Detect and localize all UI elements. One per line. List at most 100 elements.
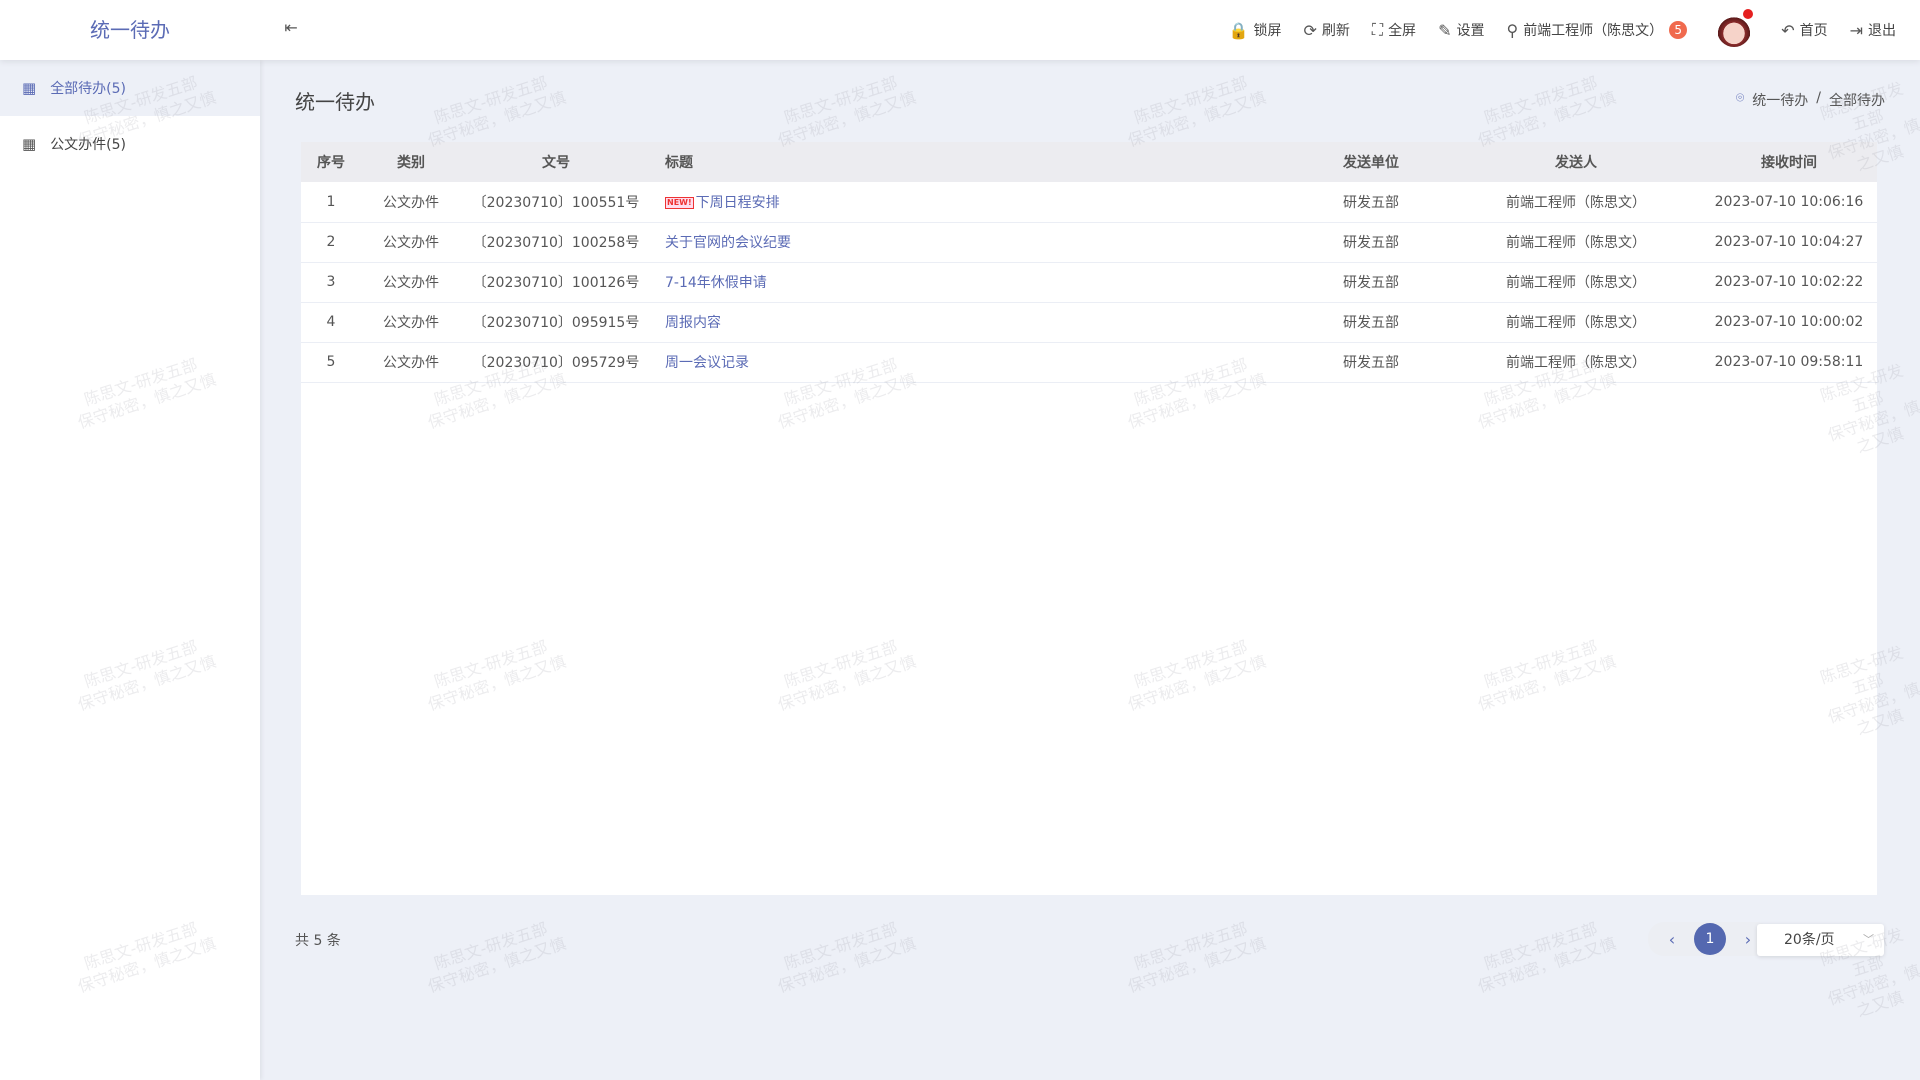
- prev-page-button[interactable]: ‹: [1668, 929, 1676, 949]
- cell-doc-no: 〔20230710〕095915号: [461, 302, 651, 343]
- col-header-sender: 发送人: [1451, 142, 1701, 182]
- cell-doc-no: 〔20230710〕100551号: [461, 182, 651, 223]
- cell-doc-no: 〔20230710〕100258号: [461, 222, 651, 263]
- watermark: 陈思文-研发五部保守秘密，慎之又慎: [1119, 915, 1269, 998]
- col-header-title: 标题: [651, 142, 1291, 182]
- user-menu[interactable]: ⚲ 前端工程师（陈思文） 5: [1506, 20, 1688, 40]
- refresh-icon: ⟳: [1303, 20, 1317, 40]
- app-logo-title: 统一待办: [90, 18, 170, 42]
- settings-button[interactable]: ✎ 设置: [1438, 20, 1484, 40]
- cell-time: 2023-07-10 10:02:22: [1701, 262, 1877, 303]
- table-row[interactable]: 3 公文办件 〔20230710〕100126号 7-14年休假申请 研发五部 …: [301, 262, 1877, 303]
- lock-screen-button[interactable]: 🔒 锁屏: [1229, 20, 1282, 40]
- cell-doc-no: 〔20230710〕100126号: [461, 262, 651, 303]
- home-button[interactable]: ↶ 首页: [1781, 20, 1827, 40]
- cell-sender: 前端工程师（陈思文）: [1451, 302, 1701, 343]
- col-header-doc-no: 文号: [461, 142, 651, 182]
- table-row[interactable]: 4 公文办件 〔20230710〕095915号 周报内容 研发五部 前端工程师…: [301, 302, 1877, 343]
- home-label: 首页: [1799, 23, 1828, 39]
- sidebar-item-label: 全部待办(5): [50, 81, 127, 97]
- cell-time: 2023-07-10 09:58:11: [1701, 342, 1877, 383]
- sidebar-item-all-todo[interactable]: ▦ 全部待办(5): [0, 60, 260, 116]
- watermark-line: 保守秘密，慎之又慎: [425, 933, 569, 997]
- cell-title: 周一会议记录: [651, 342, 1291, 383]
- watermark-line: 陈思文-研发五部: [431, 918, 550, 974]
- page-size-select[interactable]: 20条/页 ﹀: [1757, 924, 1884, 956]
- watermark-line: 陈思文-研发五部: [431, 72, 550, 128]
- cell-no: 3: [301, 262, 361, 303]
- avatar[interactable]: [1717, 9, 1754, 47]
- cell-sender: 前端工程师（陈思文）: [1451, 182, 1701, 223]
- col-header-time: 接收时间: [1701, 142, 1877, 182]
- grid-icon: ▦: [22, 135, 37, 153]
- sidebar-item-documents[interactable]: ▦ 公文办件(5): [0, 116, 260, 172]
- watermark: 陈思文-研发五部保守秘密，慎之又慎: [1469, 69, 1619, 152]
- breadcrumb: ⌾ 统一待办 / 全部待办: [1736, 90, 1885, 110]
- cell-title: NEW! 下周日程安排: [651, 182, 1291, 223]
- fullscreen-button[interactable]: ⛶ 全屏: [1372, 20, 1416, 40]
- notification-badge: 5: [1669, 21, 1688, 39]
- page-size-value: 20条/页: [1784, 932, 1835, 948]
- col-header-unit: 发送单位: [1291, 142, 1451, 182]
- table-row[interactable]: 1 公文办件 〔20230710〕100551号 NEW! 下周日程安排 研发五部…: [301, 182, 1877, 223]
- breadcrumb-item[interactable]: 统一待办: [1752, 93, 1809, 109]
- lock-screen-label: 锁屏: [1253, 23, 1282, 39]
- watermark: 陈思文-研发五部保守秘密，慎之又慎: [419, 69, 569, 152]
- page-title: 统一待办: [295, 90, 375, 114]
- cell-unit: 研发五部: [1291, 222, 1451, 263]
- logout-icon: ⇥: [1849, 20, 1863, 40]
- cell-sender: 前端工程师（陈思文）: [1451, 342, 1701, 383]
- title-link[interactable]: 下周日程安排: [695, 194, 780, 211]
- location-icon: ⌾: [1735, 90, 1745, 106]
- pagination: ‹ 1 ›: [1648, 922, 1772, 956]
- sidebar-item-label: 公文办件(5): [50, 137, 127, 153]
- cell-no: 2: [301, 222, 361, 263]
- cell-unit: 研发五部: [1291, 342, 1451, 383]
- new-badge-icon: NEW!: [665, 196, 694, 209]
- watermark-line: 保守秘密，慎之又慎: [1475, 933, 1619, 997]
- refresh-button[interactable]: ⟳ 刷新: [1303, 20, 1349, 40]
- cell-doc-no: 〔20230710〕095729号: [461, 342, 651, 383]
- watermark: 陈思文-研发五部保守秘密，慎之又慎: [1119, 69, 1269, 152]
- next-page-button[interactable]: ›: [1744, 929, 1752, 949]
- watermark-line: 陈思文-研发五部: [781, 72, 900, 128]
- logout-label: 退出: [1868, 23, 1896, 39]
- title-link[interactable]: 周报内容: [665, 315, 721, 331]
- page-1-button[interactable]: 1: [1694, 923, 1726, 955]
- user-name: 前端工程师（陈思文）: [1523, 23, 1664, 39]
- table-row[interactable]: 2 公文办件 〔20230710〕100258号 关于官网的会议纪要 研发五部 …: [301, 222, 1877, 263]
- col-header-no: 序号: [301, 142, 361, 182]
- title-link[interactable]: 7-14年休假申请: [665, 275, 767, 291]
- watermark-line: 保守秘密，慎之又慎: [1125, 933, 1269, 997]
- header-toolbar: 🔒 锁屏 ⟳ 刷新 ⛶ 全屏 ✎ 设置 ⚲ 前端工程师（陈思文） 5 ↶ 首页 ⇥ 退出: [1207, 0, 1896, 60]
- watermark: 陈思文-研发五部保守秘密，慎之又慎: [769, 69, 919, 152]
- cell-sender: 前端工程师（陈思文）: [1451, 222, 1701, 263]
- watermark-line: 陈思文-研发五部: [1817, 78, 1906, 134]
- top-header: 统一待办 ⇤ 🔒 锁屏 ⟳ 刷新 ⛶ 全屏 ✎ 设置 ⚲ 前端工程师（陈思文） 5 ↶ 首页 …: [0, 0, 1920, 60]
- watermark: 陈思文-研发五部保守秘密，慎之又慎: [419, 915, 569, 998]
- cell-time: 2023-07-10 10:04:27: [1701, 222, 1877, 263]
- title-link[interactable]: 关于官网的会议纪要: [665, 235, 791, 251]
- cell-unit: 研发五部: [1291, 182, 1451, 223]
- cell-time: 2023-07-10 10:06:16: [1701, 182, 1877, 223]
- table-header-row: 序号 类别 文号 标题 发送单位 发送人 接收时间: [301, 142, 1877, 182]
- col-header-type: 类别: [361, 142, 461, 182]
- watermark-line: 保守秘密，慎之又慎: [775, 933, 919, 997]
- breadcrumb-separator: /: [1816, 90, 1821, 106]
- watermark-line: 陈思文-研发五部: [781, 918, 900, 974]
- edit-icon: ✎: [1438, 20, 1452, 40]
- cell-title: 7-14年休假申请: [651, 262, 1291, 303]
- todo-table: 序号 类别 文号 标题 发送单位 发送人 接收时间 1 公文办件 〔202307…: [301, 142, 1877, 383]
- cell-title: 关于官网的会议纪要: [651, 222, 1291, 263]
- chevron-down-icon: ﹀: [1863, 933, 1874, 946]
- table-row[interactable]: 5 公文办件 〔20230710〕095729号 周一会议记录 研发五部 前端工…: [301, 342, 1877, 383]
- cell-time: 2023-07-10 10:00:02: [1701, 302, 1877, 343]
- watermark-line: 保守秘密，慎之又慎: [1825, 961, 1920, 1021]
- cell-unit: 研发五部: [1291, 302, 1451, 343]
- logout-button[interactable]: ⇥ 退出: [1850, 20, 1896, 40]
- title-link[interactable]: 周一会议记录: [665, 355, 749, 371]
- cell-title: 周报内容: [651, 302, 1291, 343]
- menu-fold-icon[interactable]: ⇤: [284, 18, 298, 37]
- cell-no: 5: [301, 342, 361, 383]
- refresh-label: 刷新: [1321, 23, 1350, 39]
